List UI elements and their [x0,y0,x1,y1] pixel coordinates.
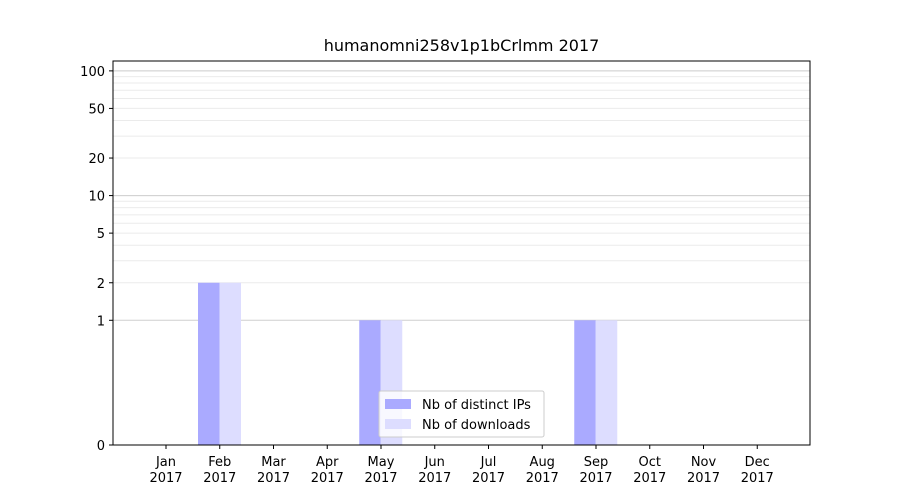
legend-label-downloads: Nb of downloads [422,418,531,433]
legend-swatch-downloads [385,419,411,429]
x-tick-label-month: Aug [530,455,555,470]
legend-label-distinct-ips: Nb of distinct IPs [422,398,531,413]
x-axis: Jan2017Feb2017Mar2017Apr2017May2017Jun20… [149,445,774,486]
y-tick-label: 10 [88,190,105,205]
grid-lines [113,70,810,321]
bar [219,282,241,445]
chart-title: humanomni258v1p1bCrlmm 2017 [324,36,600,55]
x-tick-label-month: Apr [316,455,339,470]
x-tick-label-year: 2017 [472,471,505,486]
x-tick-label-year: 2017 [311,471,344,486]
y-tick-label: 20 [88,152,105,167]
y-tick-label: 2 [97,277,105,292]
x-tick-label-year: 2017 [687,471,720,486]
bar [574,320,596,445]
x-tick-label-year: 2017 [364,471,397,486]
x-tick-label-month: Jul [480,455,497,470]
x-tick-label-year: 2017 [257,471,290,486]
y-tick-label: 1 [97,314,105,329]
bar [198,282,220,445]
legend-swatch-distinct-ips [385,399,411,409]
x-tick-label-month: Jun [424,455,445,470]
x-tick-label-month: Sep [584,455,609,470]
y-tick-label: 50 [88,102,105,117]
x-tick-label-year: 2017 [418,471,451,486]
y-tick-label: 100 [80,65,105,80]
y-tick-label: 0 [97,439,105,454]
x-tick-label-year: 2017 [579,471,612,486]
x-tick-label-year: 2017 [741,471,774,486]
legend-box [378,390,545,438]
bar [359,320,381,445]
x-tick-label-year: 2017 [526,471,559,486]
x-tick-label-month: May [368,455,395,470]
x-tick-label-year: 2017 [149,471,182,486]
x-tick-label-month: Feb [208,455,231,470]
x-tick-label-month: Jan [155,455,176,470]
x-tick-label-month: Nov [691,455,717,470]
bar [595,320,618,445]
plot-frame [112,60,811,446]
x-tick-label-year: 2017 [633,471,666,486]
x-tick-label-month: Oct [639,455,661,470]
x-tick-label-year: 2017 [203,471,236,486]
x-tick-label-month: Dec [745,455,770,470]
y-axis: 0 1 2 5 10 20 50 100 [80,65,113,454]
legend: Nb of distinct IPs Nb of downloads [378,390,545,438]
x-tick-label-month: Mar [261,455,286,470]
y-tick-label: 5 [97,227,105,242]
